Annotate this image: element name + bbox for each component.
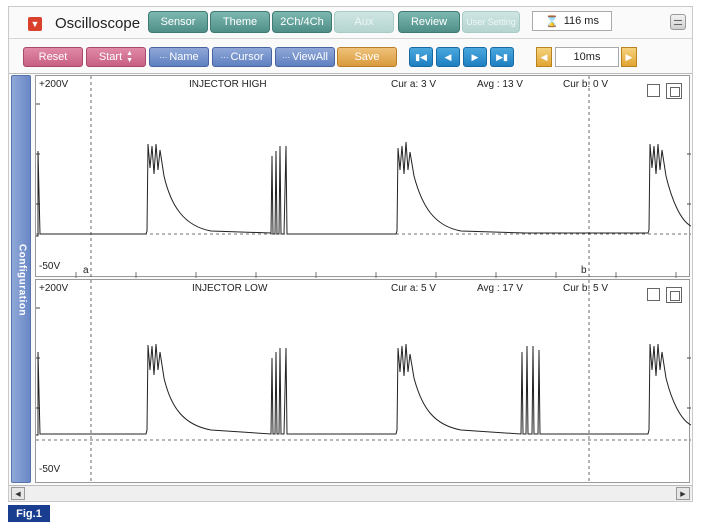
header-divider xyxy=(9,38,692,39)
dots-icon: ··· xyxy=(282,52,291,62)
channel-title: INJECTOR HIGH xyxy=(189,79,267,90)
save-button[interactable]: Save xyxy=(337,47,397,67)
waveform-injector-high xyxy=(36,76,691,278)
tab-theme[interactable]: Theme xyxy=(210,11,270,33)
maximize-icon[interactable] xyxy=(666,287,682,303)
timebase-increase-icon[interactable]: ▶ xyxy=(621,47,637,67)
oscilloscope-window: ▼ Oscilloscope Sensor Theme 2Ch/4Ch Aux … xyxy=(8,6,693,502)
figure-caption: Fig.1 xyxy=(8,505,50,522)
scope-area xyxy=(9,73,692,485)
dots-icon: ··· xyxy=(159,52,168,62)
configuration-label: Configuration xyxy=(16,243,28,317)
next-icon[interactable]: ▶ xyxy=(463,47,487,67)
start-button[interactable]: Start ▲ ▼ xyxy=(86,47,146,67)
tab-sensor[interactable]: Sensor xyxy=(148,11,208,33)
sample-time-value: 116 ms xyxy=(563,15,599,27)
waveform-injector-low xyxy=(36,280,691,484)
maximize-icon[interactable] xyxy=(666,83,682,99)
last-icon[interactable]: ▶▮ xyxy=(490,47,514,67)
y-min-label: -50V xyxy=(39,261,61,272)
channel-panel-injector-high[interactable]: +200V INJECTOR HIGH Cur a: 3 V Avg : 13 … xyxy=(35,75,691,278)
channel-panel-injector-low[interactable]: +200V INJECTOR LOW Cur a: 5 V Avg : 17 V… xyxy=(35,279,691,484)
tab-2ch-4ch[interactable]: 2Ch/4Ch xyxy=(272,11,332,33)
menu-icon[interactable] xyxy=(670,14,686,30)
channel-title: INJECTOR LOW xyxy=(192,283,268,294)
updown-icon: ▲ ▼ xyxy=(126,50,134,64)
cursor-b-marker[interactable]: b xyxy=(581,265,587,276)
viewall-button-label: ViewAll xyxy=(292,51,328,63)
configuration-tab[interactable]: Configuration xyxy=(11,75,31,483)
average-readout: Avg : 13 V xyxy=(477,79,523,90)
cursor-b-readout: Cur b: 0 V xyxy=(563,79,609,90)
timebase-decrease-icon[interactable]: ◀ xyxy=(536,47,552,67)
cursor-a-marker[interactable]: a xyxy=(83,265,89,276)
horizontal-scrollbar[interactable]: ◀ ▶ xyxy=(9,485,692,501)
tab-aux[interactable]: Aux xyxy=(334,11,394,33)
timebase-field[interactable]: 10ms xyxy=(555,47,619,67)
scroll-left-icon[interactable]: ◀ xyxy=(11,487,25,500)
cursor-b-readout: Cur b: 5 V xyxy=(563,283,609,294)
start-button-label: Start xyxy=(98,51,123,63)
name-button-label: Name xyxy=(169,51,199,63)
cursor-button-label: Cursor xyxy=(230,51,264,63)
prev-icon[interactable]: ◀ xyxy=(436,47,460,67)
y-min-label: -50V xyxy=(39,464,61,475)
app-title: Oscilloscope xyxy=(55,15,141,32)
tab-review[interactable]: Review xyxy=(398,11,460,33)
viewall-button[interactable]: ··· ViewAll xyxy=(275,47,335,67)
hourglass-icon: ⌛ xyxy=(545,15,559,28)
scroll-right-icon[interactable]: ▶ xyxy=(676,487,690,500)
app-menu-icon[interactable]: ▼ xyxy=(28,17,42,31)
name-button[interactable]: ··· Name xyxy=(149,47,209,67)
cursor-button[interactable]: ··· Cursor xyxy=(212,47,272,67)
cursor-a-readout: Cur a: 5 V xyxy=(391,283,437,294)
y-max-label: +200V xyxy=(39,283,69,294)
reset-button[interactable]: Reset xyxy=(23,47,83,67)
average-readout: Avg : 17 V xyxy=(477,283,523,294)
tab-user-setting[interactable]: User Setting xyxy=(462,11,520,33)
dots-icon: ··· xyxy=(220,52,229,62)
channel-checkbox[interactable] xyxy=(647,288,660,301)
sample-time-display: ⌛ 116 ms xyxy=(532,11,612,31)
top-bar: ▼ Oscilloscope Sensor Theme 2Ch/4Ch Aux … xyxy=(9,7,692,37)
cursor-a-readout: Cur a: 3 V xyxy=(391,79,437,90)
channel-checkbox[interactable] xyxy=(647,84,660,97)
y-max-label: +200V xyxy=(39,79,69,90)
first-icon[interactable]: ▮◀ xyxy=(409,47,433,67)
